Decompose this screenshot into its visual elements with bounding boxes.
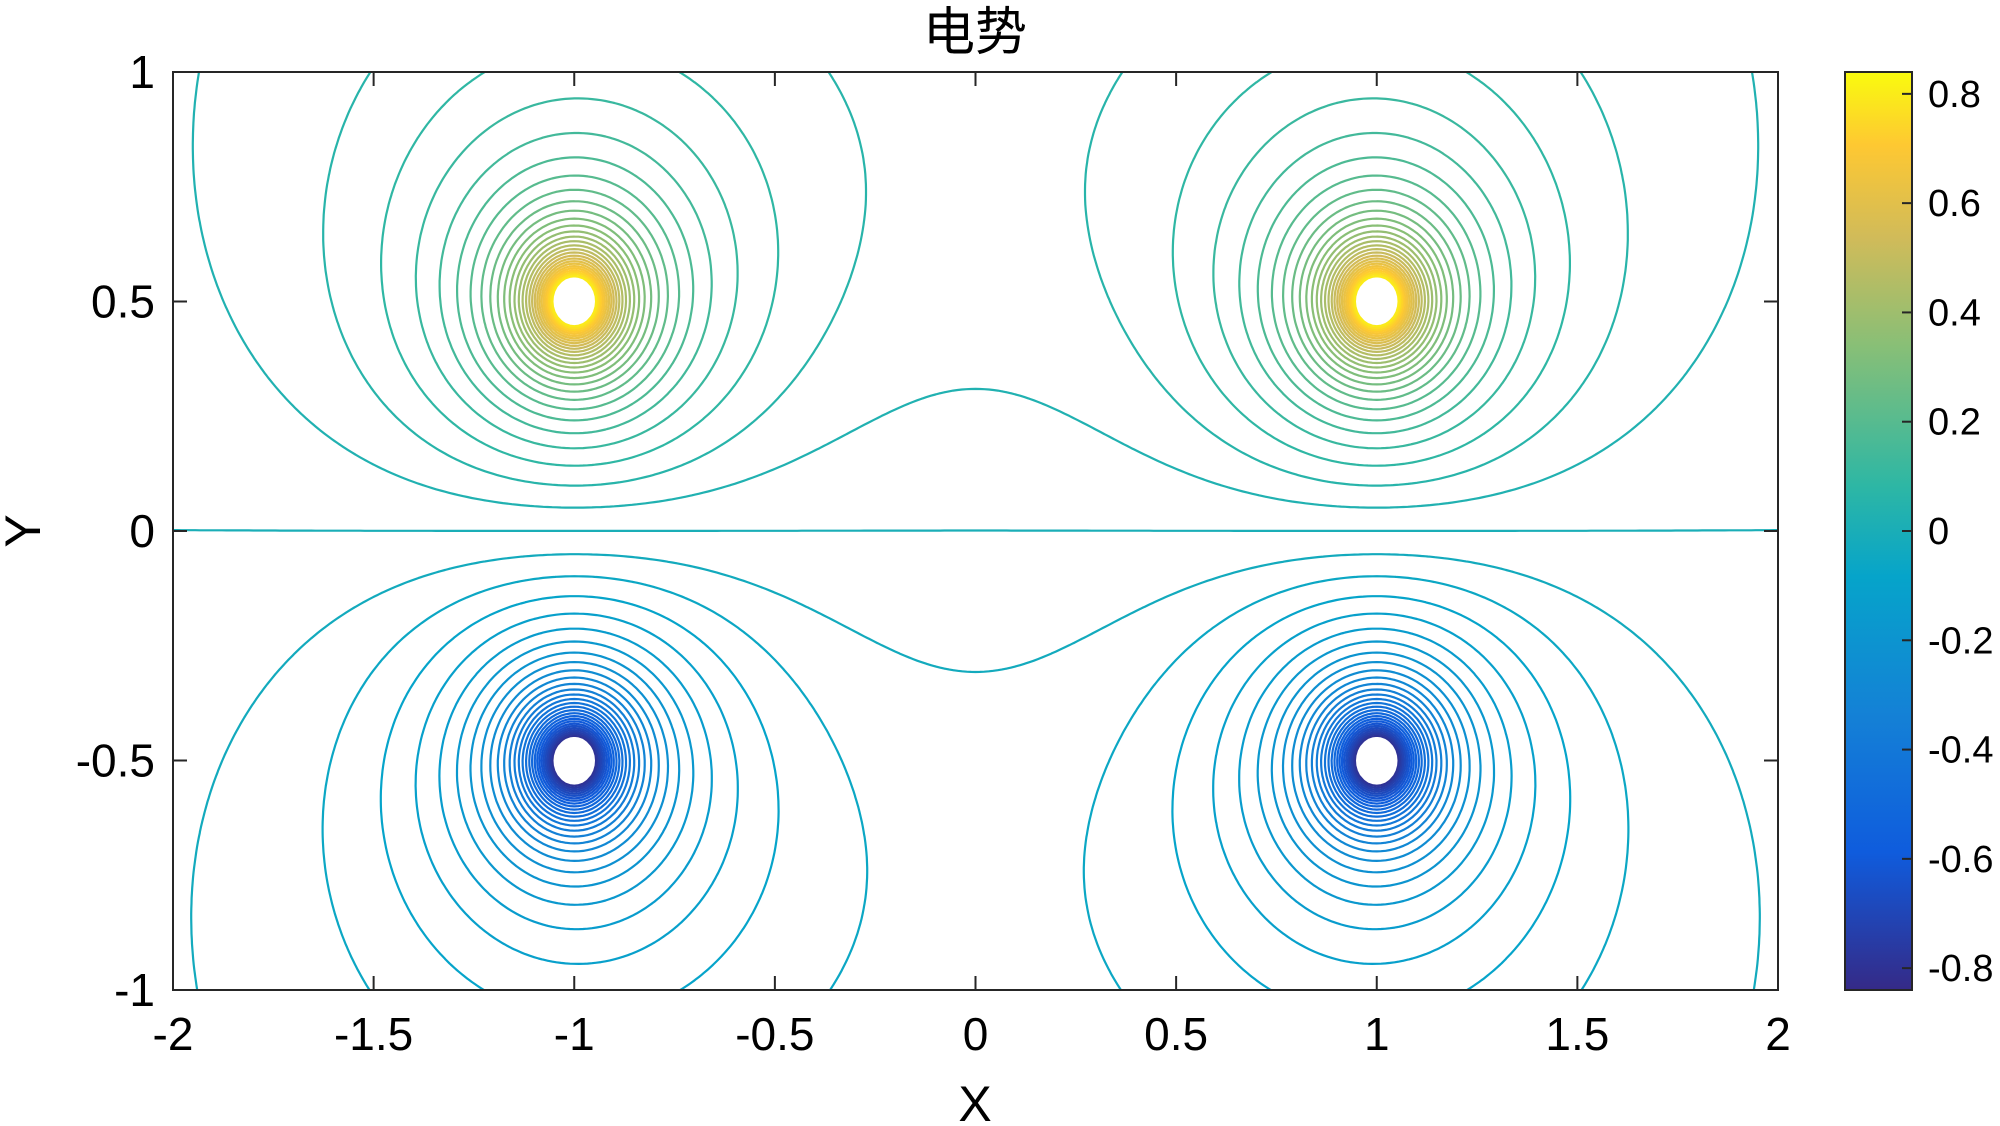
contour-line: [508, 688, 1443, 838]
contour-line: [551, 275, 1400, 328]
contour-line: [469, 174, 1482, 411]
x-axis-ticks: -2 -1.5 -1 -0.5 0 0.5 1 1.5 2: [153, 72, 1791, 1060]
contour-lines: [173, 72, 1778, 990]
contour-line: [517, 697, 1434, 827]
contour-line: [546, 729, 1405, 793]
contour-line: [551, 734, 1400, 787]
contour-line: [480, 188, 1471, 401]
contour-line: [190, 553, 1761, 990]
colorbar-ticks: 0.8 0.6 0.4 0.2 0 -0.2 -0.4 -0.6 -0.8: [1902, 74, 1993, 990]
contour-line: [544, 726, 1407, 795]
contour-line: [531, 251, 1420, 350]
colorbar-tick-label: -0.8: [1928, 948, 1993, 990]
contour-line: [503, 217, 1448, 380]
contour-line: [531, 712, 1420, 811]
contour-line: [528, 248, 1423, 353]
chart-title: 电势: [923, 3, 1027, 63]
colorbar-tick-label: -0.6: [1928, 839, 1993, 881]
contour-line: [521, 701, 1430, 822]
contour-line: [542, 265, 1409, 338]
x-tick-label: -1.5: [334, 1008, 413, 1060]
contour-line: [540, 262, 1411, 340]
contour-line: [489, 669, 1462, 862]
contour-line: [191, 72, 1760, 509]
contour-line: [438, 627, 1513, 931]
x-tick-label: 0.5: [1144, 1008, 1208, 1060]
contour-line: [525, 705, 1426, 818]
contour-line: [538, 260, 1413, 342]
contour-line: [173, 529, 1778, 532]
x-tick-label: -0.5: [735, 1008, 814, 1060]
contour-line: [321, 575, 1630, 990]
contour-line: [456, 156, 1495, 422]
contour-line: [469, 651, 1482, 888]
contour-line: [548, 271, 1403, 332]
contour-line: [414, 612, 1537, 965]
x-tick-label: 0: [963, 1008, 989, 1060]
contour-line: [503, 682, 1448, 845]
contour-line: [380, 72, 1571, 467]
contour-line: [542, 724, 1409, 797]
colorbar-tick-label: 0.2: [1928, 402, 1981, 444]
contour-line: [533, 715, 1418, 808]
contour-line: [544, 267, 1407, 335]
contour-line: [414, 97, 1537, 450]
contour-line: [480, 661, 1471, 874]
contour-line: [549, 273, 1402, 330]
contour-line: [379, 595, 1572, 990]
contour-line: [549, 732, 1402, 789]
contour-line: [546, 269, 1405, 333]
contour-line: [455, 640, 1496, 906]
contour-line: [513, 230, 1438, 369]
contour-line: [525, 244, 1426, 357]
contour-line: [322, 72, 1629, 487]
contour-line: [528, 709, 1423, 815]
y-axis-label: Y: [0, 514, 51, 547]
y-tick-label: -1: [114, 964, 155, 1016]
contour-line: [489, 200, 1462, 393]
colorbar-tick-label: 0.4: [1928, 292, 1981, 334]
contour-line: [513, 693, 1438, 832]
y-tick-label: -0.5: [76, 735, 155, 787]
y-tick-label: 0.5: [91, 276, 155, 328]
contour-line: [517, 235, 1434, 365]
colorbar-tick-label: 0.8: [1928, 74, 1981, 116]
x-tick-label: -1: [554, 1008, 595, 1060]
colorbar-tick-label: 0: [1928, 511, 1949, 553]
x-tick-label: -2: [153, 1008, 194, 1060]
contour-line: [536, 717, 1415, 805]
x-axis-label: X: [958, 1076, 991, 1126]
y-axis-ticks: -1 -0.5 0 0.5 1: [76, 46, 1778, 1016]
contour-line: [508, 224, 1443, 374]
contour-line: [521, 240, 1430, 361]
colorbar-tick-label: -0.4: [1928, 730, 1993, 772]
y-tick-label: 0: [129, 505, 155, 557]
contour-line: [548, 730, 1403, 791]
contour-line: [536, 257, 1415, 345]
contour-line: [496, 209, 1455, 386]
x-tick-label: 1.5: [1545, 1008, 1609, 1060]
colorbar-tick-label: 0.6: [1928, 183, 1981, 225]
contour-line: [540, 722, 1411, 800]
colorbar-tick-label: -0.2: [1928, 620, 1993, 662]
contour-line: [438, 131, 1513, 435]
x-tick-label: 2: [1765, 1008, 1791, 1060]
x-tick-label: 1: [1364, 1008, 1390, 1060]
contour-line: [538, 720, 1413, 802]
contour-line: [496, 676, 1455, 853]
contour-line: [533, 254, 1418, 347]
colorbar: [1844, 71, 1913, 991]
y-tick-label: 1: [129, 46, 155, 98]
